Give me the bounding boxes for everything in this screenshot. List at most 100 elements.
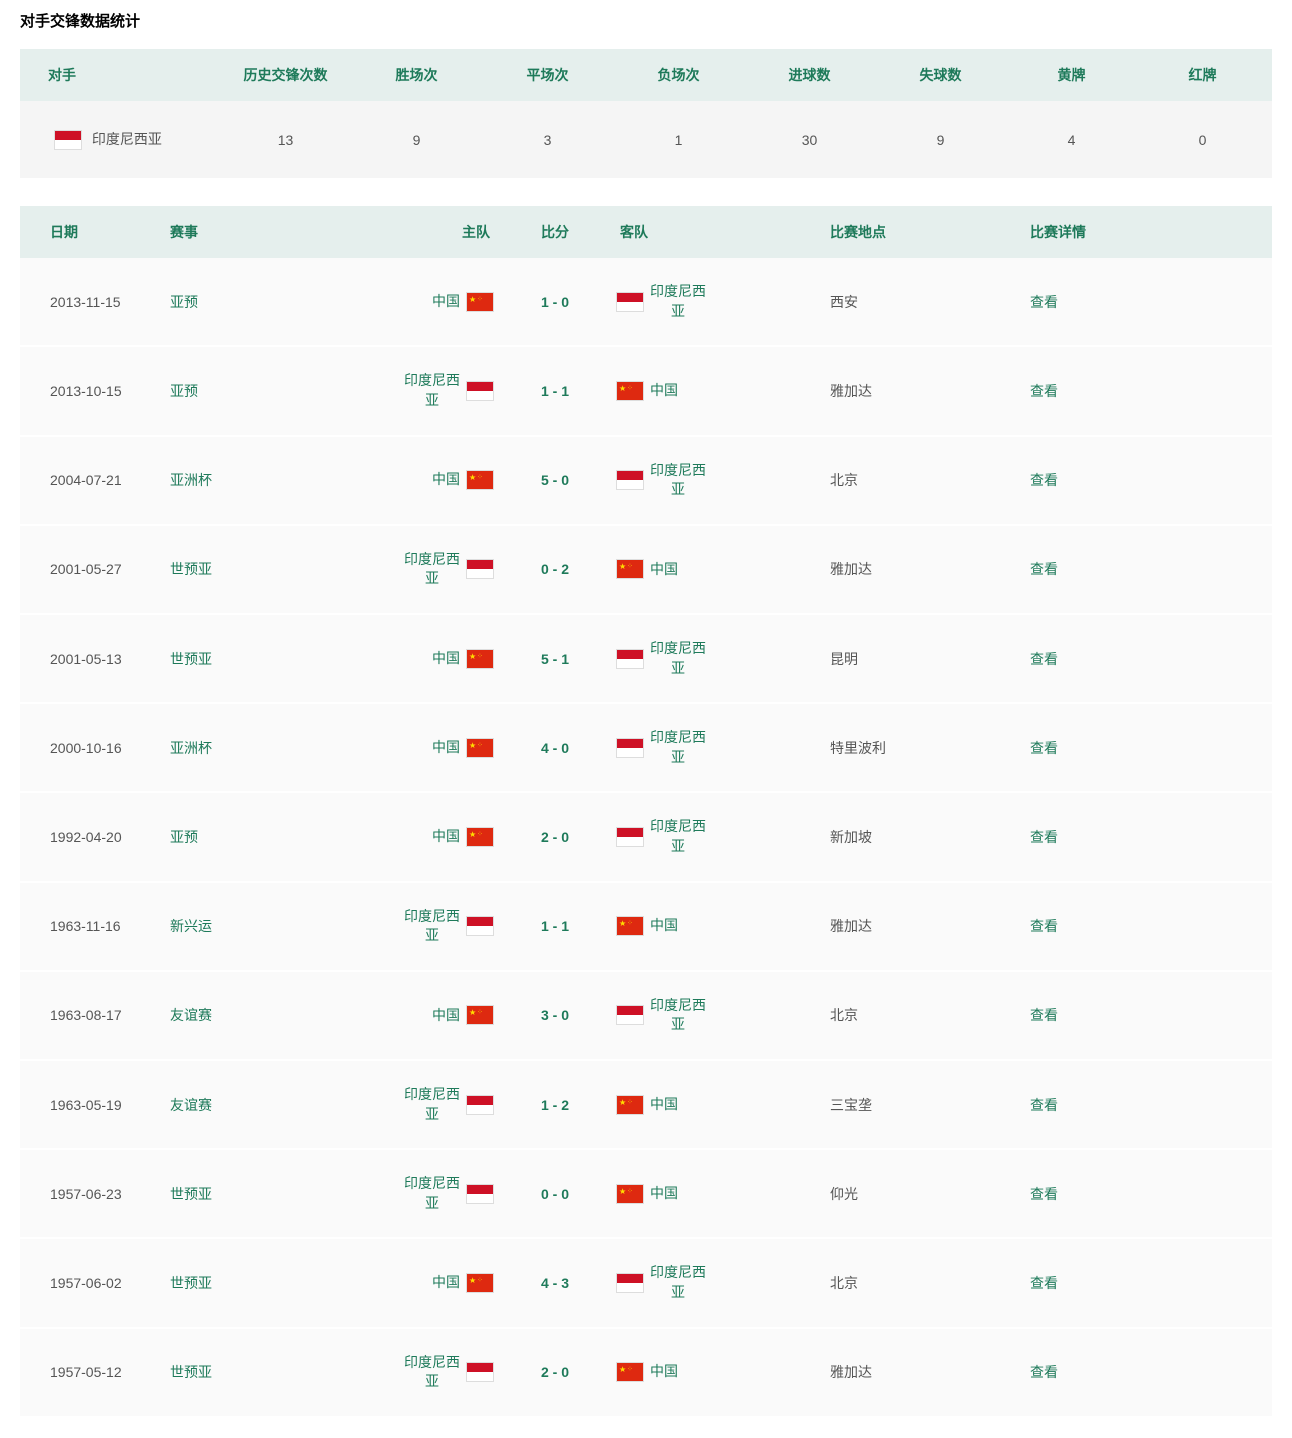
- match-detail-link[interactable]: 查看: [1020, 292, 1150, 312]
- away-team-name[interactable]: 印度尼西亚: [650, 817, 706, 856]
- match-home-team[interactable]: 中国: [310, 1005, 500, 1025]
- match-event-link[interactable]: 亚预: [170, 827, 310, 847]
- china-flag-icon: [616, 916, 644, 936]
- match-detail-link[interactable]: 查看: [1020, 827, 1150, 847]
- away-team-name[interactable]: 印度尼西亚: [650, 282, 706, 321]
- match-row: 1957-06-23世预亚印度尼西亚0 - 0中国仰光查看: [20, 1150, 1272, 1237]
- match-detail-link[interactable]: 查看: [1020, 559, 1150, 579]
- match-date: 2001-05-13: [20, 651, 170, 667]
- china-flag-icon: [616, 1095, 644, 1115]
- match-away-team[interactable]: 印度尼西亚: [610, 282, 780, 321]
- match-home-team[interactable]: 印度尼西亚: [310, 1353, 500, 1392]
- home-team-name[interactable]: 印度尼西亚: [404, 550, 460, 589]
- home-team-name[interactable]: 印度尼西亚: [404, 1174, 460, 1213]
- match-col-detail: 比赛详情: [1020, 222, 1150, 242]
- away-team-name[interactable]: 印度尼西亚: [650, 996, 706, 1035]
- match-away-team[interactable]: 印度尼西亚: [610, 996, 780, 1035]
- home-team-name[interactable]: 中国: [432, 649, 460, 669]
- match-venue: 昆明: [780, 649, 1020, 669]
- match-event-link[interactable]: 友谊赛: [170, 1005, 310, 1025]
- match-home-team[interactable]: 印度尼西亚: [310, 1174, 500, 1213]
- match-event-link[interactable]: 亚预: [170, 292, 310, 312]
- match-event-link[interactable]: 亚预: [170, 381, 310, 401]
- match-home-team[interactable]: 中国: [310, 1273, 500, 1293]
- match-score: 1 - 1: [500, 918, 610, 934]
- match-event-link[interactable]: 新兴运: [170, 916, 310, 936]
- home-team-name[interactable]: 印度尼西亚: [404, 907, 460, 946]
- match-home-team[interactable]: 中国: [310, 649, 500, 669]
- indonesia-flag-icon: [466, 1362, 494, 1382]
- stats-col-gf: 进球数: [744, 65, 875, 85]
- away-team-name[interactable]: 中国: [650, 1184, 678, 1204]
- match-away-team[interactable]: 中国: [610, 1362, 780, 1382]
- indonesia-flag-icon: [466, 381, 494, 401]
- match-detail-link[interactable]: 查看: [1020, 649, 1150, 669]
- match-venue: 雅加达: [780, 381, 1020, 401]
- match-detail-link[interactable]: 查看: [1020, 916, 1150, 936]
- away-team-name[interactable]: 中国: [650, 916, 678, 936]
- home-team-name[interactable]: 中国: [432, 1006, 460, 1026]
- match-event-link[interactable]: 友谊赛: [170, 1095, 310, 1115]
- match-home-team[interactable]: 中国: [310, 738, 500, 758]
- match-event-link[interactable]: 世预亚: [170, 649, 310, 669]
- match-detail-link[interactable]: 查看: [1020, 1273, 1150, 1293]
- match-home-team[interactable]: 中国: [310, 292, 500, 312]
- match-away-team[interactable]: 印度尼西亚: [610, 1263, 780, 1302]
- match-detail-link[interactable]: 查看: [1020, 1362, 1150, 1382]
- match-home-team[interactable]: 中国: [310, 470, 500, 490]
- home-team-name[interactable]: 印度尼西亚: [404, 1085, 460, 1124]
- match-row: 2001-05-27世预亚印度尼西亚0 - 2中国雅加达查看: [20, 526, 1272, 613]
- match-home-team[interactable]: 印度尼西亚: [310, 371, 500, 410]
- away-team-name[interactable]: 中国: [650, 381, 678, 401]
- match-away-team[interactable]: 中国: [610, 1184, 780, 1204]
- match-event-link[interactable]: 世预亚: [170, 559, 310, 579]
- match-row: 1963-08-17友谊赛中国3 - 0印度尼西亚北京查看: [20, 972, 1272, 1059]
- away-team-name[interactable]: 印度尼西亚: [650, 639, 706, 678]
- home-team-name[interactable]: 中国: [432, 292, 460, 312]
- away-team-name[interactable]: 印度尼西亚: [650, 1263, 706, 1302]
- home-team-name[interactable]: 中国: [432, 470, 460, 490]
- section-title: 对手交锋数据统计: [20, 10, 1272, 31]
- match-home-team[interactable]: 印度尼西亚: [310, 907, 500, 946]
- match-event-link[interactable]: 亚洲杯: [170, 470, 310, 490]
- match-detail-link[interactable]: 查看: [1020, 470, 1150, 490]
- match-away-team[interactable]: 中国: [610, 916, 780, 936]
- match-date: 2001-05-27: [20, 561, 170, 577]
- match-event-link[interactable]: 世预亚: [170, 1362, 310, 1382]
- match-away-team[interactable]: 印度尼西亚: [610, 817, 780, 856]
- match-event-link[interactable]: 亚洲杯: [170, 738, 310, 758]
- match-home-team[interactable]: 中国: [310, 827, 500, 847]
- away-team-name[interactable]: 中国: [650, 1362, 678, 1382]
- match-detail-link[interactable]: 查看: [1020, 1095, 1150, 1115]
- match-away-team[interactable]: 印度尼西亚: [610, 461, 780, 500]
- indonesia-flag-icon: [616, 1005, 644, 1025]
- indonesia-flag-icon: [616, 1273, 644, 1293]
- match-away-team[interactable]: 中国: [610, 381, 780, 401]
- home-team-name[interactable]: 中国: [432, 1273, 460, 1293]
- match-home-team[interactable]: 印度尼西亚: [310, 550, 500, 589]
- match-home-team[interactable]: 印度尼西亚: [310, 1085, 500, 1124]
- match-detail-link[interactable]: 查看: [1020, 381, 1150, 401]
- match-away-team[interactable]: 印度尼西亚: [610, 639, 780, 678]
- home-team-name[interactable]: 印度尼西亚: [404, 371, 460, 410]
- match-score: 2 - 0: [500, 829, 610, 845]
- home-team-name[interactable]: 印度尼西亚: [404, 1353, 460, 1392]
- home-team-name[interactable]: 中国: [432, 827, 460, 847]
- match-event-link[interactable]: 世预亚: [170, 1273, 310, 1293]
- stats-wins: 9: [351, 132, 482, 148]
- match-venue: 北京: [780, 470, 1020, 490]
- away-team-name[interactable]: 印度尼西亚: [650, 461, 706, 500]
- home-team-name[interactable]: 中国: [432, 738, 460, 758]
- away-team-name[interactable]: 中国: [650, 1095, 678, 1115]
- match-away-team[interactable]: 中国: [610, 559, 780, 579]
- away-team-name[interactable]: 印度尼西亚: [650, 728, 706, 767]
- match-away-team[interactable]: 中国: [610, 1095, 780, 1115]
- match-detail-link[interactable]: 查看: [1020, 1184, 1150, 1204]
- indonesia-flag-icon: [466, 916, 494, 936]
- match-away-team[interactable]: 印度尼西亚: [610, 728, 780, 767]
- match-event-link[interactable]: 世预亚: [170, 1184, 310, 1204]
- match-detail-link[interactable]: 查看: [1020, 738, 1150, 758]
- away-team-name[interactable]: 中国: [650, 560, 678, 580]
- match-detail-link[interactable]: 查看: [1020, 1005, 1150, 1025]
- china-flag-icon: [616, 559, 644, 579]
